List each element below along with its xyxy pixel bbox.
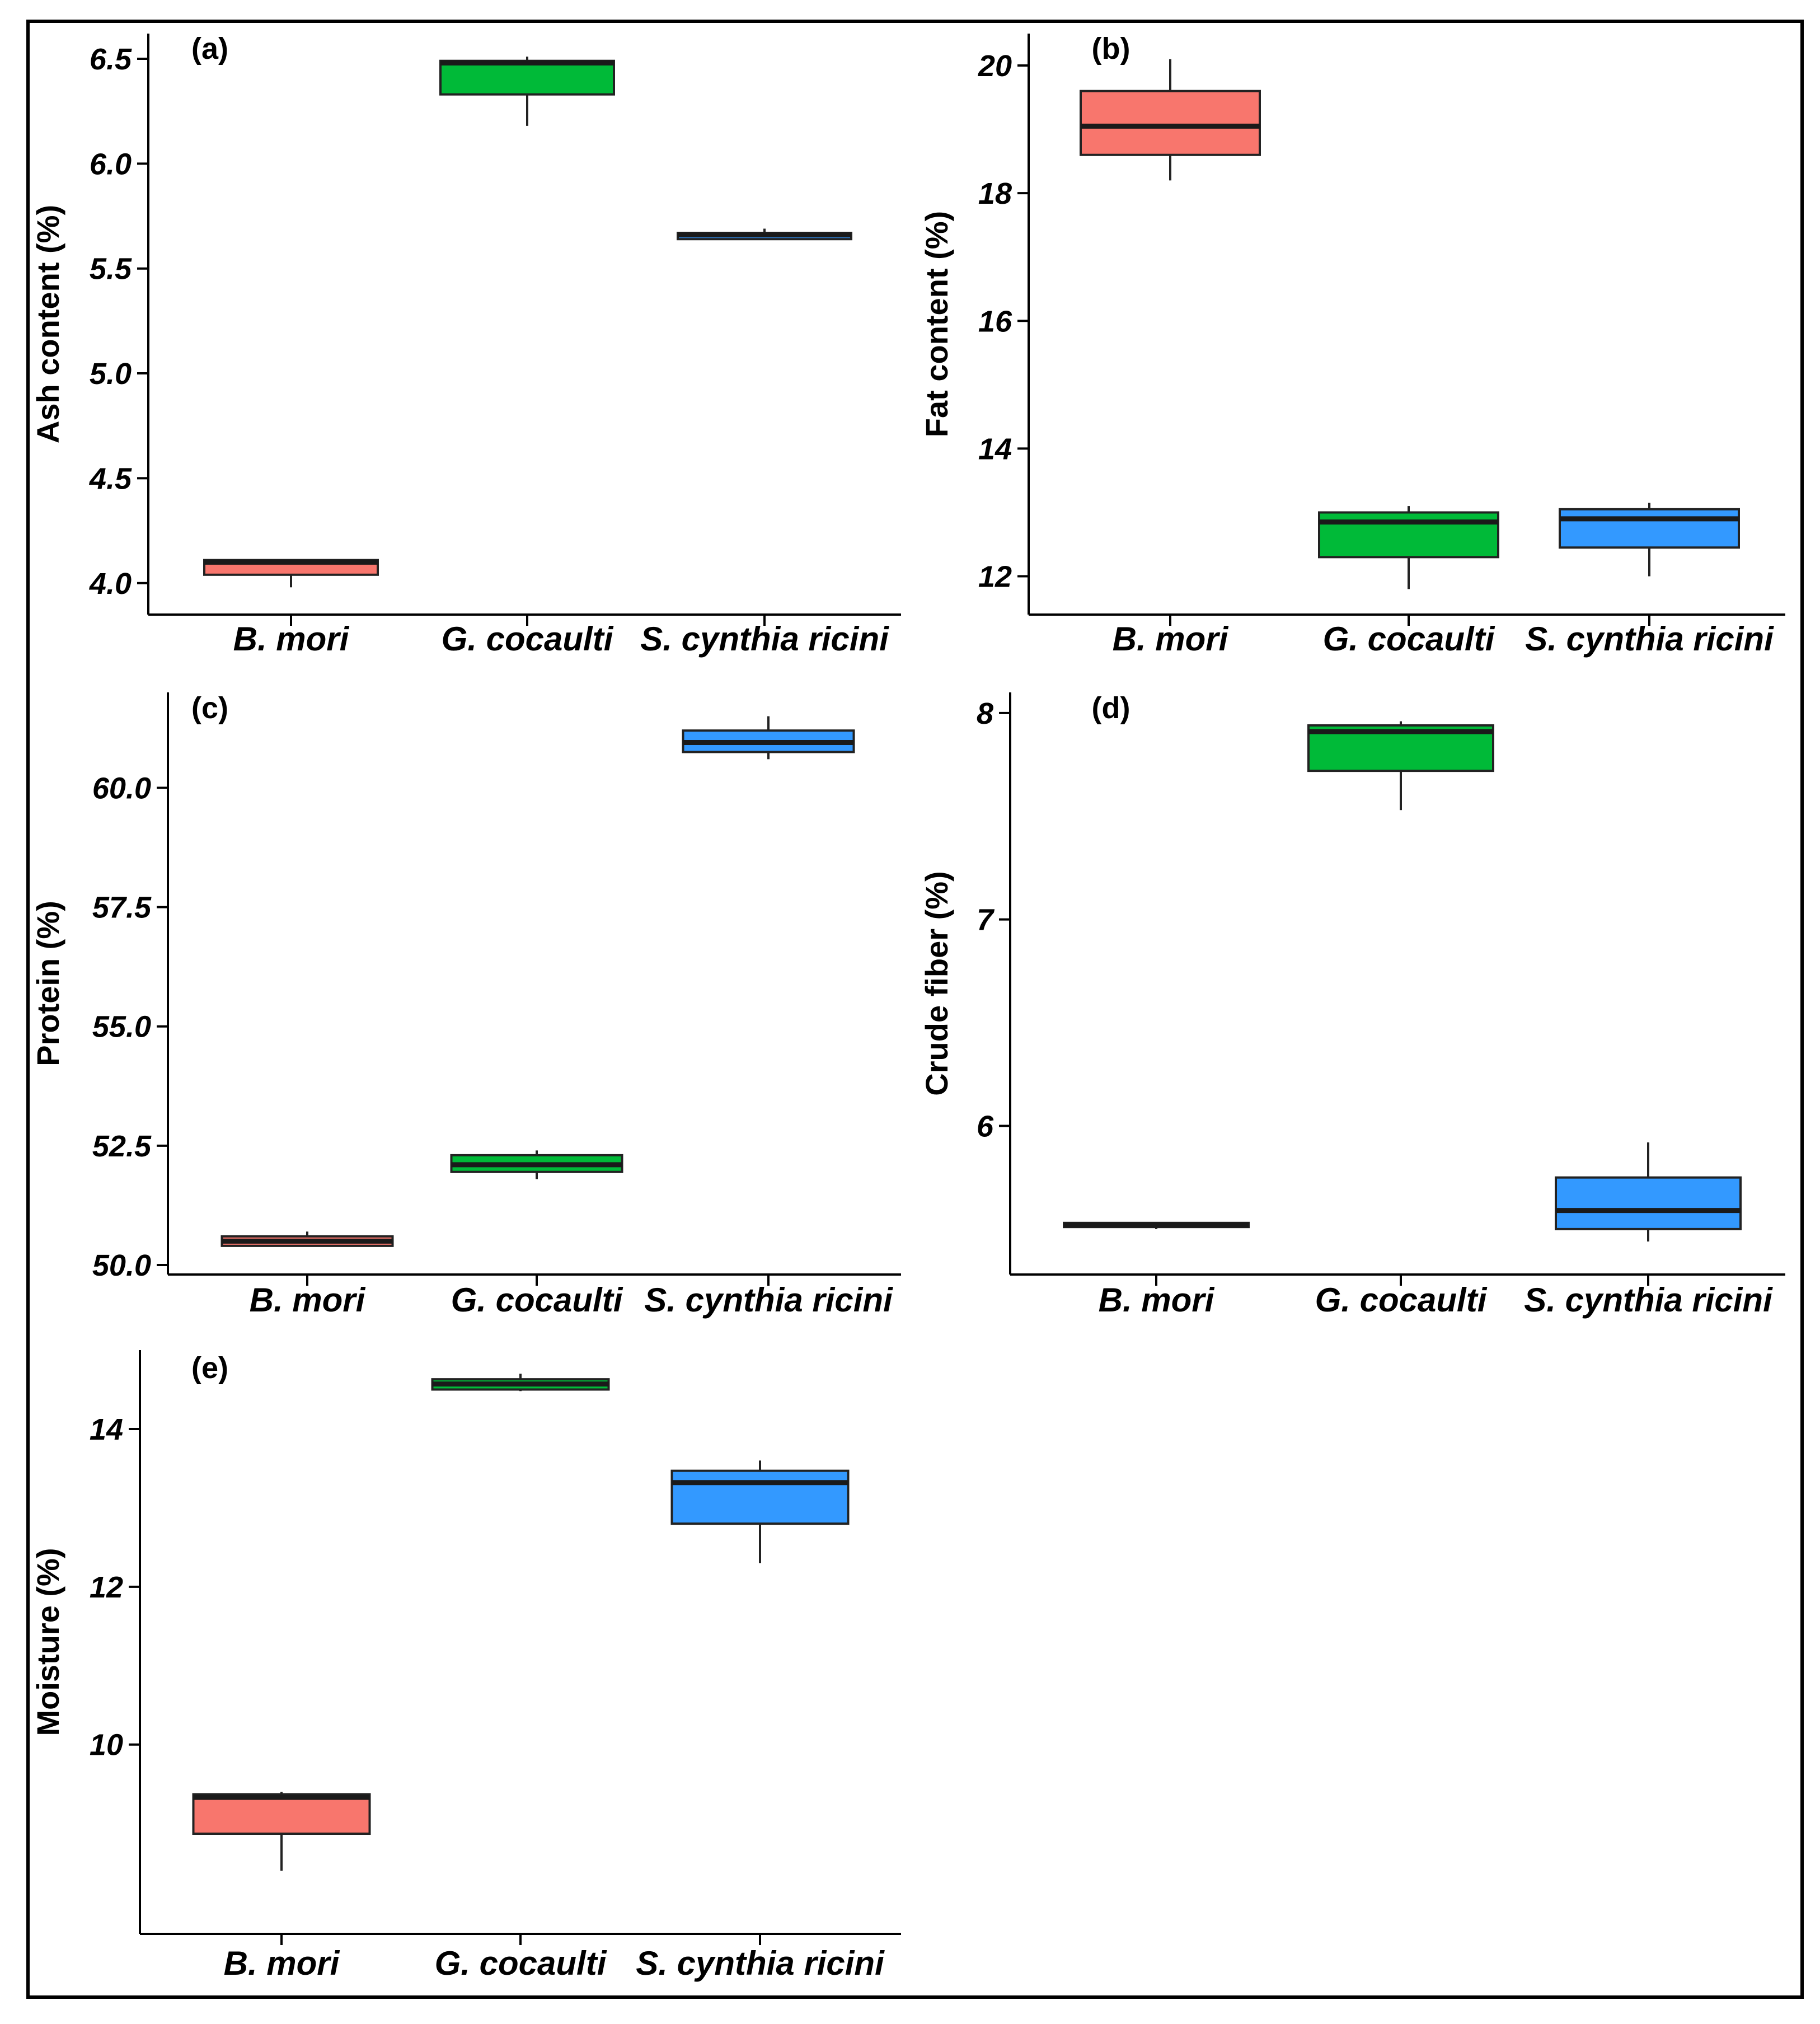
panel-tag: (a) xyxy=(191,32,228,65)
y-tick-label: 12 xyxy=(90,1571,123,1604)
panel-d: 6 7 8 B. mori G. cocaulti S. cynthia ricini Cr… xyxy=(919,691,1785,1319)
x-category-label: S. cynthia ricini xyxy=(644,1281,893,1319)
y-tick-label: 4.0 xyxy=(89,567,132,601)
box-1 xyxy=(203,559,379,588)
y-axis-title: Crude fiber (%) xyxy=(919,871,954,1095)
box-2 xyxy=(1307,721,1494,810)
x-category-label: G. cocaulti xyxy=(1323,620,1495,658)
y-tick-label: 55.0 xyxy=(92,1010,151,1044)
x-category-label: G. cocaulti xyxy=(1315,1281,1488,1319)
box-2 xyxy=(431,1374,610,1392)
box-body xyxy=(1318,511,1499,559)
panel-tag: (d) xyxy=(1092,691,1131,725)
y-tick-label: 5.5 xyxy=(90,252,132,286)
y-tick-label: 6.0 xyxy=(90,147,132,181)
x-category-label: G. cocaulti xyxy=(435,1945,607,1982)
box-3 xyxy=(677,228,852,241)
y-tick-label: 14 xyxy=(90,1413,123,1446)
y-tick-label: 60.0 xyxy=(92,771,151,805)
y-tick-label: 10 xyxy=(90,1728,123,1762)
x-category-label: B. mori xyxy=(1099,1281,1215,1319)
y-tick-label: 20 xyxy=(978,49,1012,83)
figure-border xyxy=(26,20,1804,1999)
panel-b: 12 14 16 18 20 B. mori G. cocaulti S. cynthia r… xyxy=(919,32,1785,658)
y-tick-label: 6 xyxy=(977,1109,994,1143)
x-category-label: S. cynthia ricini xyxy=(1524,1281,1773,1319)
y-tick-label: 57.5 xyxy=(92,891,152,925)
box-body xyxy=(670,1469,850,1525)
x-category-label: B. mori xyxy=(250,1281,366,1319)
x-category-label: B. mori xyxy=(233,620,350,658)
y-tick-label: 14 xyxy=(978,432,1012,466)
y-tick-label: 50.0 xyxy=(92,1249,151,1282)
x-category-label: S. cynthia ricini xyxy=(636,1945,885,1982)
box-body xyxy=(1555,1176,1742,1230)
box-2 xyxy=(450,1150,623,1179)
box-3 xyxy=(1555,1142,1742,1241)
x-category-label: B. mori xyxy=(1113,620,1229,658)
y-axis-title: Moisture (%) xyxy=(30,1548,65,1736)
panel-e: 10 12 14 B. mori G. cocaulti S. cynthia ricin… xyxy=(30,1350,901,1982)
panel-c: 50.0 52.5 55.0 57.5 60.0 B. mori G. cocaulti S.… xyxy=(30,691,901,1319)
box-1 xyxy=(1080,59,1261,181)
box-2 xyxy=(439,57,615,126)
panel-tag: (e) xyxy=(191,1351,228,1385)
box-body xyxy=(192,1793,371,1835)
y-tick-label: 18 xyxy=(978,177,1012,210)
x-category-label: G. cocaulti xyxy=(442,620,614,658)
y-axis-title: Ash content (%) xyxy=(30,205,65,443)
box-body xyxy=(1559,508,1740,549)
box-3 xyxy=(670,1460,850,1563)
y-tick-label: 16 xyxy=(978,304,1012,338)
panels-container: 4.0 4.5 5.0 5.5 6.0 6.5 B. mori G. cocaulti S. c… xyxy=(30,32,1785,1982)
box-1 xyxy=(192,1792,371,1871)
y-tick-label: 7 xyxy=(977,903,995,937)
box-3 xyxy=(682,716,855,760)
box-1 xyxy=(1063,1221,1250,1229)
panel-tag: (b) xyxy=(1092,32,1131,65)
box-body xyxy=(1080,90,1261,156)
box-body xyxy=(439,59,615,96)
y-tick-label: 6.5 xyxy=(90,43,132,76)
box-3 xyxy=(1559,503,1740,577)
x-category-label: S. cynthia ricini xyxy=(1525,620,1774,658)
y-tick-label: 5.0 xyxy=(90,357,132,391)
panel-a: 4.0 4.5 5.0 5.5 6.0 6.5 B. mori G. cocaulti S. c… xyxy=(30,32,901,658)
box-2 xyxy=(1318,506,1499,589)
x-category-label: B. mori xyxy=(224,1945,340,1982)
y-axis-title: Fat content (%) xyxy=(919,211,954,437)
x-category-label: G. cocaulti xyxy=(451,1281,623,1319)
x-category-label: S. cynthia ricini xyxy=(640,620,889,658)
y-tick-label: 52.5 xyxy=(92,1130,152,1163)
y-axis-title: Protein (%) xyxy=(30,901,65,1066)
y-tick-label: 12 xyxy=(978,560,1012,594)
y-tick-label: 8 xyxy=(977,697,993,730)
y-tick-label: 4.5 xyxy=(89,462,132,495)
box-1 xyxy=(221,1231,394,1247)
panel-tag: (c) xyxy=(191,691,228,725)
